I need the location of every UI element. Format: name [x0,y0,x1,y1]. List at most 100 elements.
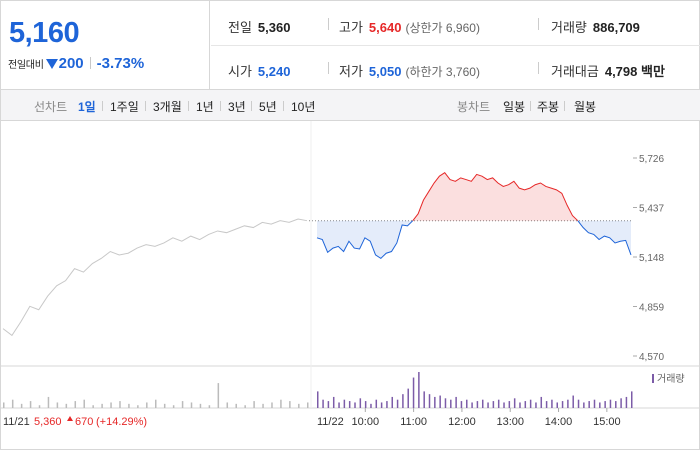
volume-bar [155,399,157,408]
stat-value: 4,798 백만 [604,64,665,79]
candle-tab-weekly[interactable]: 주봉 [537,100,560,114]
change-row: 전일대비 200 -3.73% [8,55,144,72]
x-tick-label: 14:00 [545,416,573,428]
y-tick-label: 5,148 [639,253,664,264]
divider [220,101,221,111]
volume-bar [110,402,112,408]
volume-bar [551,399,553,408]
volume-bar [593,399,596,408]
volume-bar [29,401,32,408]
stat-low: 저가 5,050 (하한가 3,760) [339,61,480,80]
stat-high: 고가 5,640 (상한가 6,960) [339,17,480,36]
volume-bar [137,405,139,408]
volume-bar [181,401,184,408]
volume-bar [434,396,436,408]
candle-tab-daily[interactable]: 일봉 [503,100,526,114]
volume-bar [190,402,193,408]
volume-bar [38,405,41,408]
volume-bar [466,399,468,408]
volume-bar [572,395,574,408]
volume-bar [380,402,383,408]
divider [89,57,91,69]
divider [102,101,103,111]
volume-bar [3,402,5,408]
volume-bar [423,391,425,408]
volume-bar [540,396,543,408]
stat-value: 5,360 [257,20,291,35]
volume-bar [332,396,335,408]
volume-bar [199,403,202,408]
period-tab-3y[interactable]: 3년 [228,100,246,114]
prev-close-value: 5,360 [34,416,62,428]
change-label: 전일대비 [8,60,44,71]
volume-bar [338,402,340,408]
down-price-line [577,220,632,256]
volume-bar [172,405,175,408]
period-tab-1y[interactable]: 1년 [196,100,214,114]
volume-bar [226,402,229,408]
volume-bar [418,372,420,408]
volume-bar [588,401,590,408]
period-tab-3m[interactable]: 3개월 [153,100,182,114]
volume-bar [298,403,300,408]
stat-value: 886,709 [592,20,640,35]
volume-bar [65,403,68,408]
stat-label: 저가 [339,64,363,79]
up-triangle-icon [67,416,73,421]
volume-bar [444,398,447,408]
candle-chart-label: 봉차트 [457,100,491,114]
volume-bar [508,401,511,408]
volume-bar [217,383,220,408]
divider [211,45,700,46]
period-tab-5y[interactable]: 5년 [259,100,277,114]
quote-header: 5,160 전일대비 200 -3.73% 전일 5,360 고가 5,640 (상한가 … [1,1,700,90]
volume-bar [545,401,548,408]
volume-bar [119,401,121,408]
today-date-label: 11/22 [317,416,344,428]
volume-bar [492,401,495,408]
prev-date-label: 11/21 [3,416,30,428]
volume-bar [146,402,148,408]
volume-bar [615,401,617,408]
divider [188,101,189,111]
period-tab-1w[interactable]: 1주일 [110,100,139,114]
stat-sub: (하한가 3,760) [405,65,480,79]
volume-bar [244,405,246,408]
candle-tab-monthly[interactable]: 월봉 [574,100,597,114]
volume-bar [428,394,431,408]
volume-bar [354,402,356,408]
period-tab-10y[interactable]: 10년 [291,100,316,114]
prev-change-value: 670 [75,416,93,428]
stat-sub: (상한가 6,960) [405,21,480,35]
volume-bar [348,401,351,408]
volume-bar [471,402,473,408]
volume-bar [262,403,264,408]
volume-bar [92,405,94,408]
down-area-fill [317,220,413,259]
volume-bar [609,399,612,408]
volume-bar [513,398,516,408]
down-price-line [316,220,414,260]
volume-bar [11,399,14,408]
up-price-line [412,172,579,222]
x-tick-label: 10:00 [352,416,380,428]
price-box: 5,160 전일대비 200 -3.73% [1,1,210,90]
volume-bar [74,401,77,408]
stats-panel: 전일 5,360 고가 5,640 (상한가 6,960) 거래량 886,709 시가… [211,1,700,90]
intraday-chart: 5,726 5,437 5,148 4,859 4,570 거래량 11/21 5,360… [1,121,699,428]
volume-bar [604,401,606,408]
y-tick-label: 5,726 [639,154,664,165]
volume-bar [567,399,569,408]
y-tick-label: 4,570 [639,352,664,363]
volume-bar [631,391,633,408]
volume-bar [583,402,585,408]
period-tab-1d[interactable]: 1일 [78,100,96,114]
line-chart-label: 선차트 [34,100,68,114]
volume-bar [519,402,521,408]
volume-legend-swatch [652,374,654,383]
down-area-fill [577,220,631,255]
volume-bar [599,402,601,408]
change-value: 200 [58,55,84,72]
prev-change-percent: (+14.29%) [96,416,147,428]
